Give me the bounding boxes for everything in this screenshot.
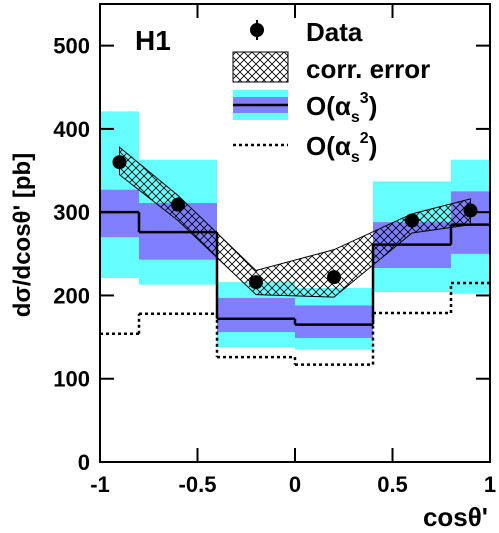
y-axis-label: dσ/dcosθ' [pb]	[9, 153, 36, 317]
legend-label-part: )	[369, 131, 378, 161]
legend-label: corr. error	[306, 54, 430, 84]
y-tick-label: 100	[53, 367, 90, 392]
legend-label-part: O(α	[306, 91, 351, 121]
legend-label-part: O(α	[306, 131, 351, 161]
x-tick-label: 0	[289, 472, 301, 497]
data-point	[463, 203, 478, 218]
y-tick-label: 0	[78, 450, 90, 475]
inner-band	[295, 305, 373, 338]
x-tick-label: -1	[90, 472, 110, 497]
legend-label: O(αs3)	[306, 90, 377, 126]
plot-area	[100, 111, 490, 366]
chart-title: H1	[135, 25, 171, 56]
y-tick-label: 300	[53, 200, 90, 225]
data-point	[249, 275, 263, 290]
data-point	[327, 270, 341, 285]
x-axis-label: cosθ'	[423, 502, 488, 532]
legend-label-part: 2	[360, 130, 369, 147]
legend-label: O(αs2)	[306, 130, 377, 166]
y-tick-label: 500	[53, 34, 90, 59]
data-point	[171, 197, 185, 212]
legend-label-part: )	[369, 91, 378, 121]
data-point	[405, 213, 419, 228]
legend-label: Data	[306, 17, 363, 47]
legend-corr-swatch	[232, 51, 289, 83]
x-tick-label: 1	[484, 472, 496, 497]
legend-label-part: s	[351, 149, 360, 166]
x-tick-label: -0.5	[179, 472, 217, 497]
legend-label-part: 3	[360, 90, 369, 107]
legend-label-part: s	[351, 109, 360, 126]
y-tick-label: 400	[53, 117, 90, 142]
inner-band	[217, 297, 295, 333]
data-point	[112, 155, 127, 170]
x-tick-label: 0.5	[377, 472, 408, 497]
y-tick-label: 200	[53, 283, 90, 308]
